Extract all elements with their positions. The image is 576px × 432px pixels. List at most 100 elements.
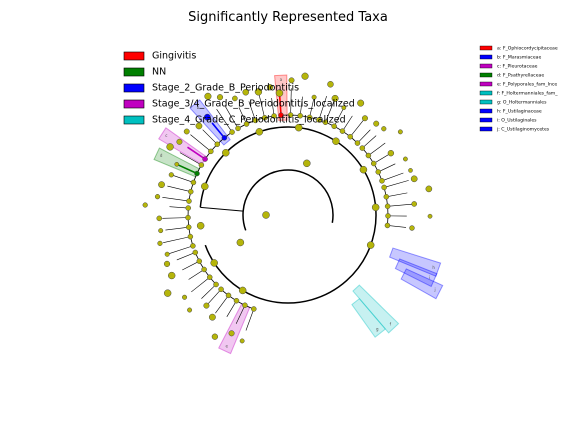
legend-swatch [479, 108, 493, 114]
node [195, 122, 203, 130]
clade-label: g [376, 326, 379, 331]
legend-label: e: F_Polyporales_fam_Ince [497, 82, 557, 88]
node [271, 113, 277, 119]
node [370, 160, 377, 167]
branch [373, 153, 391, 164]
title: Significantly Represented Taxa [188, 10, 388, 25]
legend-swatch [123, 67, 145, 77]
legend-label: c: F_Pleurotaceae [497, 64, 538, 70]
branch [362, 135, 377, 149]
clade-shade [218, 303, 251, 355]
legend-label: b: F_Marasmiaceae [497, 55, 541, 61]
node [185, 224, 192, 230]
branch [179, 152, 202, 166]
branch [163, 236, 191, 243]
legend-swatch [123, 51, 145, 61]
clade-shade [351, 297, 387, 338]
node [347, 133, 354, 140]
node [218, 286, 224, 293]
branch [226, 300, 237, 317]
node [203, 113, 211, 121]
branch [271, 98, 275, 117]
node [385, 213, 391, 219]
clade-label: b [197, 105, 200, 110]
node [381, 126, 387, 132]
node [339, 128, 346, 134]
node [409, 225, 415, 231]
branch [200, 206, 244, 212]
clade-label: d [160, 153, 163, 158]
branch [384, 180, 409, 188]
node [266, 84, 274, 91]
clade-shade [352, 284, 400, 334]
node [322, 119, 329, 126]
branch [387, 225, 407, 228]
node [214, 141, 221, 148]
branch [167, 185, 191, 192]
node [194, 170, 200, 177]
branch [201, 284, 217, 299]
clade-highlights: a b c d e f g hi j [153, 74, 444, 355]
clade-label: c [165, 133, 167, 138]
node [168, 271, 176, 280]
branch [176, 252, 196, 261]
node [288, 77, 295, 84]
node [185, 205, 191, 211]
clade-shade [400, 268, 444, 300]
legend-label: i: O_Ustilaginales [497, 118, 537, 124]
node [190, 179, 197, 186]
node [156, 215, 163, 222]
node [168, 172, 174, 178]
node [301, 72, 309, 80]
legend-label: j: C_Ustilaginomycetes [496, 127, 550, 133]
node [306, 114, 313, 121]
legend-swatch [479, 81, 493, 87]
node [238, 286, 247, 295]
legend-swatch [479, 63, 493, 69]
node [201, 266, 207, 273]
node [408, 168, 413, 173]
branch [258, 93, 265, 118]
node [331, 94, 339, 102]
branch [225, 106, 239, 129]
branch [309, 97, 315, 118]
node [208, 313, 216, 321]
legend-swatch [479, 45, 493, 51]
branch [357, 129, 371, 144]
node [142, 202, 148, 208]
branch [165, 226, 189, 231]
legend-label: Stage_2_Grade_B_Periodontitis [152, 83, 299, 94]
node [163, 289, 172, 297]
branch [238, 107, 247, 125]
branch [299, 96, 303, 116]
tree [142, 72, 433, 344]
clade-label: a [280, 77, 283, 82]
node [402, 156, 408, 162]
node [185, 214, 191, 221]
branch [387, 203, 412, 207]
node [235, 125, 241, 132]
node [163, 260, 171, 267]
legend-swatch [123, 99, 145, 109]
node [158, 181, 165, 189]
node [254, 88, 263, 96]
node [232, 95, 238, 102]
node [359, 145, 366, 151]
branch [170, 174, 194, 183]
node [196, 221, 205, 230]
node [287, 112, 294, 118]
node [228, 330, 235, 337]
node [354, 140, 361, 146]
node [211, 333, 219, 340]
node [341, 105, 347, 111]
legend: Gingivitis NN Stage_2_Grade_B_Periodontiti… [123, 51, 355, 126]
branch [386, 192, 408, 198]
node [332, 137, 340, 145]
node [198, 162, 205, 168]
branch [162, 197, 190, 202]
node [275, 89, 284, 97]
legend-swatch [479, 72, 493, 78]
legend-swatch [479, 54, 493, 60]
